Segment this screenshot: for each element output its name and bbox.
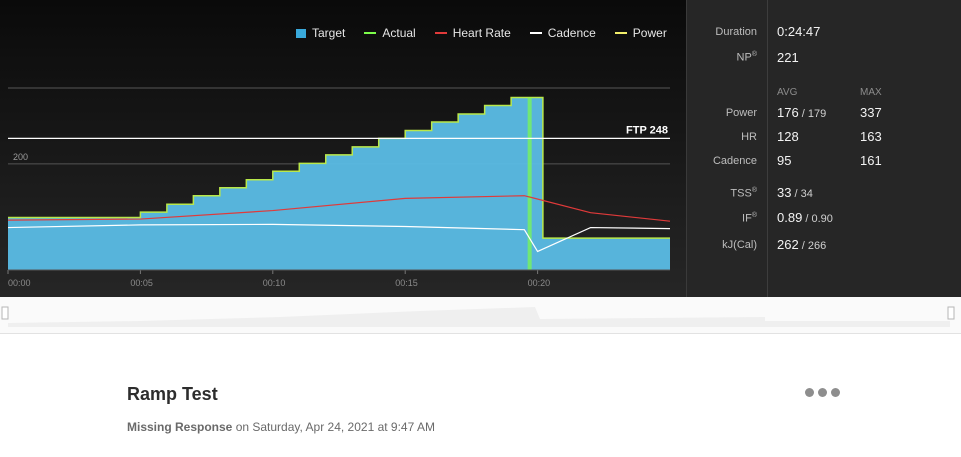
legend-label: Actual xyxy=(382,26,416,40)
legend-item-actual[interactable]: Actual xyxy=(364,26,416,40)
workout-date: on Saturday, Apr 24, 2021 at 9:47 AM xyxy=(232,420,435,434)
x-tick-label: 00:10 xyxy=(263,278,286,288)
more-options-button[interactable] xyxy=(805,388,840,397)
power-avg: 176 / 179 xyxy=(777,105,827,120)
if-value: 0.89 / 0.90 xyxy=(777,210,833,225)
tss-value: 33 / 34 xyxy=(777,185,813,200)
cadence-max: 161 xyxy=(860,153,882,168)
target-area xyxy=(8,97,670,270)
duration-value: 0:24:47 xyxy=(777,24,821,39)
duration-label: Duration xyxy=(715,26,757,38)
stats-panel: Duration 0:24:47 NP® 221 AVG MAX Power 1… xyxy=(686,0,961,297)
cadence-label: Cadence xyxy=(712,155,757,167)
workout-title: Ramp Test xyxy=(127,384,218,404)
x-tick-label: 00:00 xyxy=(8,278,31,288)
kj-label: kJ(Cal) xyxy=(722,239,757,251)
hr-max: 163 xyxy=(860,129,882,144)
kj-value: 262 / 266 xyxy=(777,237,827,252)
legend-label: Power xyxy=(632,26,667,40)
legend-label: Target xyxy=(312,26,346,40)
avg-column-header: AVG xyxy=(777,87,798,98)
stats-divider xyxy=(767,0,768,297)
legend-item-target[interactable]: Target xyxy=(296,26,345,40)
heart-rate-line xyxy=(7,195,671,222)
tss-label: TSS® xyxy=(730,187,757,200)
x-tick-label: 00:15 xyxy=(395,278,418,288)
legend-swatch xyxy=(529,32,542,34)
author-link[interactable]: Missing Response xyxy=(127,420,233,434)
x-tick-label: 00:20 xyxy=(528,278,551,288)
workout-subtitle: Missing Response on Saturday, Apr 24, 20… xyxy=(127,420,435,434)
legend-item-cadence[interactable]: Cadence xyxy=(529,26,596,40)
chart-legend: Target Actual Heart Rate Cadence Power xyxy=(296,26,686,40)
legend-swatch xyxy=(296,28,306,38)
legend-item-power[interactable]: Power xyxy=(614,26,667,40)
actual-spike xyxy=(527,97,532,270)
legend-item-heart-rate[interactable]: Heart Rate xyxy=(434,26,511,40)
hr-avg: 128 xyxy=(777,129,799,144)
legend-swatch xyxy=(434,32,447,34)
x-tick-label: 00:05 xyxy=(130,278,153,288)
more-dot-icon xyxy=(818,388,827,397)
ftp-label: FTP 248 xyxy=(626,124,668,136)
brush-overview xyxy=(1,306,955,327)
actual-power-line xyxy=(8,96,670,239)
legend-label: Cadence xyxy=(547,26,596,40)
cadence-avg: 95 xyxy=(777,153,792,168)
max-column-header: MAX xyxy=(860,87,882,98)
range-brush[interactable] xyxy=(0,297,961,334)
more-dot-icon xyxy=(805,388,814,397)
gridline-label: 200 xyxy=(13,152,28,162)
np-label: NP® xyxy=(736,51,757,64)
cadence-line xyxy=(7,223,671,253)
np-value: 221 xyxy=(777,50,799,65)
if-label: IF® xyxy=(742,212,757,225)
more-dot-icon xyxy=(831,388,840,397)
power-label: Power xyxy=(725,107,757,119)
brush-right-handle[interactable] xyxy=(947,306,955,320)
legend-swatch xyxy=(364,32,377,34)
legend-swatch xyxy=(614,32,627,34)
hr-label: HR xyxy=(741,131,757,143)
workout-chart-panel: 200 FTP 248 00:00 00:05 00:10 00:15 00:20 Targ… xyxy=(0,0,686,297)
workout-chart[interactable]: 200 FTP 248 00:00 00:05 00:10 00:15 00:20 xyxy=(0,0,686,297)
legend-label: Heart Rate xyxy=(452,26,511,40)
brush-left-handle[interactable] xyxy=(1,306,9,320)
power-max: 337 xyxy=(860,105,882,120)
